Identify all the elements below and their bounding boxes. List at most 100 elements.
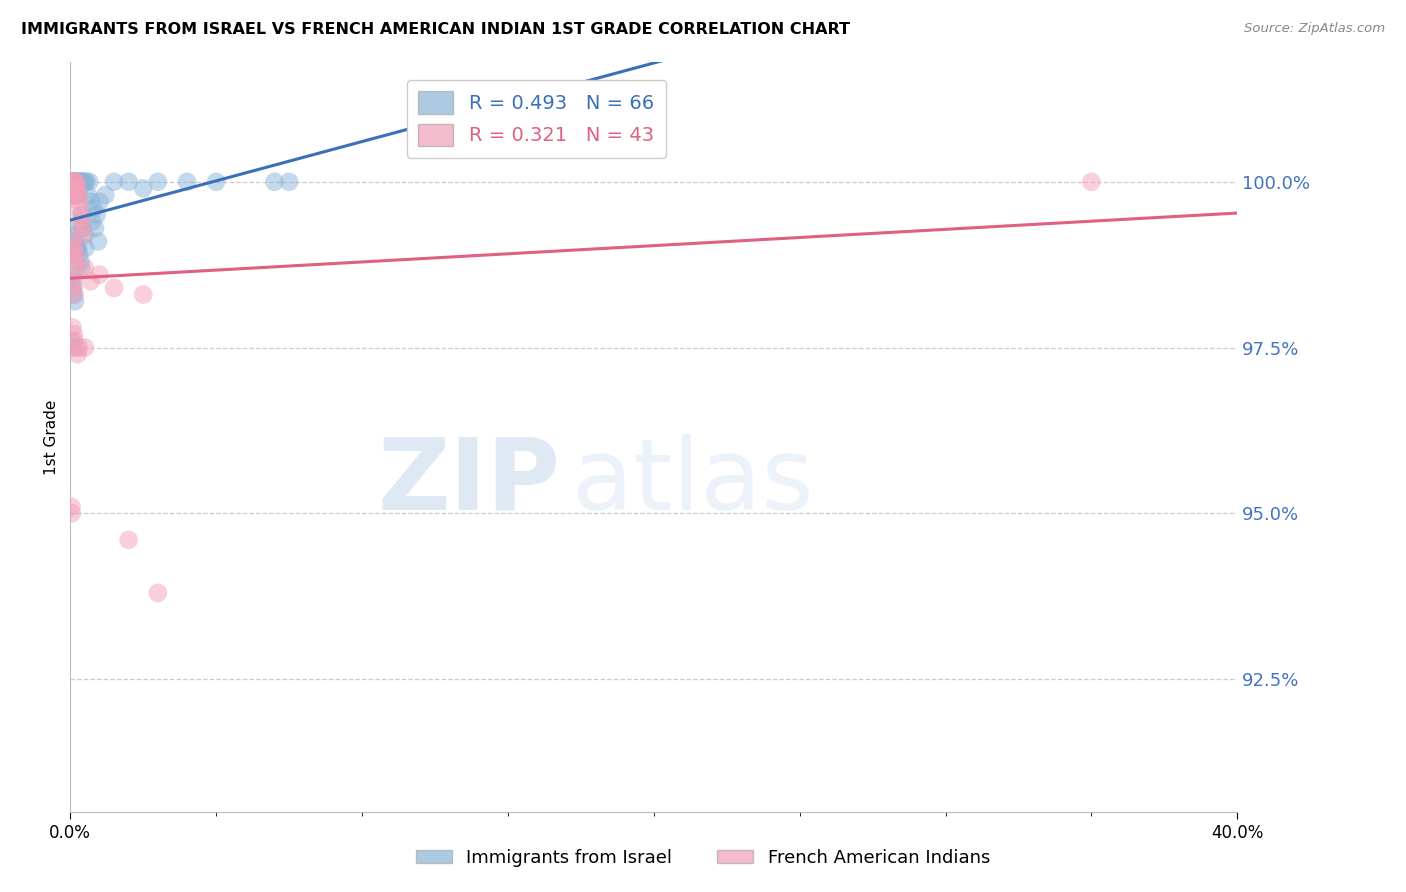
Point bbox=[67, 194, 90, 209]
Point bbox=[67, 341, 90, 355]
Point bbox=[69, 175, 91, 189]
Point bbox=[62, 175, 84, 189]
Point bbox=[60, 334, 83, 348]
Point bbox=[205, 175, 228, 189]
Point bbox=[66, 175, 89, 189]
Point bbox=[263, 175, 285, 189]
Point bbox=[72, 221, 94, 235]
Point bbox=[132, 181, 155, 195]
Point bbox=[60, 268, 83, 282]
Point bbox=[60, 188, 83, 202]
Point bbox=[63, 235, 86, 249]
Point bbox=[63, 241, 86, 255]
Point bbox=[62, 274, 84, 288]
Point bbox=[66, 181, 89, 195]
Point bbox=[60, 188, 83, 202]
Point bbox=[76, 188, 98, 202]
Point bbox=[62, 175, 84, 189]
Point bbox=[132, 287, 155, 301]
Point bbox=[65, 241, 87, 255]
Point bbox=[60, 221, 83, 235]
Point bbox=[65, 175, 87, 189]
Point bbox=[75, 241, 97, 255]
Point bbox=[63, 294, 86, 309]
Point bbox=[62, 281, 84, 295]
Point bbox=[103, 175, 125, 189]
Point bbox=[72, 175, 94, 189]
Point bbox=[65, 175, 87, 189]
Point bbox=[67, 181, 90, 195]
Point bbox=[73, 175, 96, 189]
Point bbox=[176, 175, 198, 189]
Point bbox=[146, 175, 169, 189]
Point bbox=[70, 175, 93, 189]
Point bbox=[63, 181, 86, 195]
Point bbox=[146, 586, 169, 600]
Point bbox=[118, 175, 141, 189]
Point bbox=[66, 260, 89, 275]
Text: ZIP: ZIP bbox=[378, 434, 561, 531]
Point bbox=[118, 533, 141, 547]
Point bbox=[69, 254, 91, 268]
Point bbox=[87, 235, 110, 249]
Point bbox=[66, 175, 89, 189]
Point bbox=[62, 235, 84, 249]
Point bbox=[62, 188, 84, 202]
Text: IMMIGRANTS FROM ISRAEL VS FRENCH AMERICAN INDIAN 1ST GRADE CORRELATION CHART: IMMIGRANTS FROM ISRAEL VS FRENCH AMERICA… bbox=[21, 22, 851, 37]
Point bbox=[63, 287, 86, 301]
Point bbox=[62, 320, 84, 334]
Point bbox=[80, 274, 103, 288]
Point bbox=[75, 175, 97, 189]
Text: atlas: atlas bbox=[572, 434, 814, 531]
Point bbox=[63, 175, 86, 189]
Point bbox=[278, 175, 301, 189]
Point bbox=[67, 175, 90, 189]
Point bbox=[65, 181, 87, 195]
Point bbox=[62, 281, 84, 295]
Point bbox=[70, 208, 93, 222]
Point bbox=[60, 241, 83, 255]
Point bbox=[63, 248, 86, 262]
Point bbox=[73, 227, 96, 242]
Point bbox=[82, 214, 104, 228]
Point bbox=[65, 181, 87, 195]
Point bbox=[62, 235, 84, 249]
Point bbox=[70, 221, 93, 235]
Point bbox=[65, 175, 87, 189]
Point bbox=[63, 175, 86, 189]
Legend: R = 0.493   N = 66, R = 0.321   N = 43: R = 0.493 N = 66, R = 0.321 N = 43 bbox=[406, 79, 666, 158]
Point bbox=[84, 221, 107, 235]
Point bbox=[67, 248, 90, 262]
Point bbox=[66, 347, 89, 361]
Point bbox=[89, 268, 111, 282]
Point bbox=[69, 208, 91, 222]
Point bbox=[63, 334, 86, 348]
Point bbox=[72, 227, 94, 242]
Point bbox=[73, 260, 96, 275]
Point bbox=[1080, 175, 1102, 189]
Point bbox=[63, 287, 86, 301]
Point bbox=[67, 175, 90, 189]
Point bbox=[94, 188, 117, 202]
Y-axis label: 1st Grade: 1st Grade bbox=[44, 400, 59, 475]
Point bbox=[62, 241, 84, 255]
Point bbox=[83, 202, 105, 216]
Point bbox=[89, 194, 111, 209]
Point bbox=[80, 194, 103, 209]
Point bbox=[60, 341, 83, 355]
Text: Source: ZipAtlas.com: Source: ZipAtlas.com bbox=[1244, 22, 1385, 36]
Point bbox=[66, 188, 89, 202]
Legend: Immigrants from Israel, French American Indians: Immigrants from Israel, French American … bbox=[409, 842, 997, 874]
Point bbox=[60, 227, 83, 242]
Point bbox=[63, 175, 86, 189]
Point bbox=[66, 241, 89, 255]
Point bbox=[62, 175, 84, 189]
Point bbox=[62, 175, 84, 189]
Point bbox=[69, 175, 91, 189]
Point bbox=[103, 281, 125, 295]
Point bbox=[62, 327, 84, 342]
Point bbox=[62, 181, 84, 195]
Point bbox=[70, 175, 93, 189]
Point bbox=[77, 175, 100, 189]
Point bbox=[62, 175, 84, 189]
